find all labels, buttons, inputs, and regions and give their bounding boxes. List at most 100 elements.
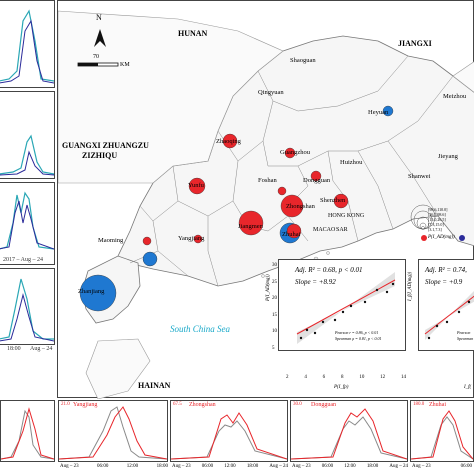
bottom-panel-0	[0, 400, 55, 462]
bottom-panel-1-plot	[58, 406, 168, 460]
city-guangzhou: Guangzhou	[280, 149, 310, 156]
xtick: 12:00	[126, 464, 139, 469]
bubble-foshan	[277, 186, 287, 196]
legend-tick-3: [15.0,26.5]	[428, 217, 446, 222]
bottom-panel-1-title: Yangjiang	[73, 402, 98, 408]
bubble-zhuhai-red	[286, 223, 302, 239]
bottom-panel-3-value: 30.0	[293, 402, 302, 407]
scale-value: 70	[93, 54, 99, 60]
bubble-guangzhou	[284, 147, 296, 159]
bubble-heyuan	[382, 105, 394, 117]
xtick: 14	[400, 375, 406, 380]
ytick: 20	[272, 296, 277, 302]
region-hainan: HAINAN	[138, 381, 171, 390]
bottom-panel-0-plot	[0, 407, 55, 460]
left-panel-4-plot	[0, 278, 55, 342]
left-panel-3-plot	[0, 191, 55, 250]
bottom-row: Yangjiang 21.0 Zhongshan 67.5 Dongguan 3…	[0, 400, 474, 474]
left-panel-1-plot	[0, 9, 55, 84]
regression-1-pearson: Pearson r = 0.86, p < 0.01	[335, 330, 379, 335]
regression-2-ylabel: I_f(I_AD(mg))	[408, 271, 413, 301]
sea-label: South China Sea	[170, 324, 230, 334]
bubbles	[79, 105, 394, 312]
city-jieyang: Jieyang	[438, 153, 458, 160]
ytick: 25	[272, 279, 277, 285]
left-panel-2	[0, 91, 55, 179]
xtick: 12:00	[224, 464, 236, 469]
city-shenzhen: Shenzhen	[320, 197, 346, 204]
macao-label: MACAO	[313, 227, 336, 233]
bottom-panel-3-title: Dongguan	[311, 402, 336, 408]
region-zizhiqu: ZIZHIQU	[82, 151, 118, 160]
regression-panel-2: Adj. R² = 0.74, Slope = +0.9 Pearson Spe…	[418, 259, 474, 351]
regression-1-yticks: 5 10 15 20 25 30	[272, 263, 277, 351]
bottom-panel-2-title: Zhongshan	[189, 402, 216, 408]
neighbour-east	[452, 61, 474, 93]
regression-2-stat1: Adj. R² = 0.74,	[425, 266, 467, 274]
xtick: 06:00	[201, 464, 214, 469]
bottom-ticks-2: Aug – 23 06:00 12:00 18:00 Aug – 24	[172, 464, 288, 469]
regression-plot-2	[424, 291, 474, 340]
scale-unit: KM	[120, 62, 130, 68]
city-zhuhai: Zhuhai	[282, 231, 301, 238]
bubble-shenzhen	[333, 193, 349, 209]
regression-1-ylabel: P(I_AD(mg))	[266, 274, 271, 301]
city-maoming: Maoming	[98, 237, 124, 244]
regression-2-pearson: Pearson	[457, 330, 471, 335]
bottom-panel-4: Zhuhai 180.0	[410, 400, 474, 462]
left-tick-aug24: Aug – 24	[30, 346, 53, 352]
left-panel-4	[0, 268, 55, 345]
bubble-maoming	[142, 236, 152, 246]
regression-2-xlabel: I_f(	[464, 385, 472, 390]
xtick: Aug – 23	[172, 464, 191, 469]
bottom-ticks-1: Aug – 23 06:00 12:00 18:00	[60, 464, 168, 469]
bottom-panel-4-plot	[410, 410, 474, 460]
regression-1-xticks: 2 4 6 8 10 12 14	[286, 375, 406, 380]
bottom-panel-4-value: 180.0	[413, 402, 425, 407]
bubble-dongguan	[310, 170, 322, 182]
bubble-zhanjiang	[79, 274, 117, 312]
city-zhaoqing: Zhaoqing	[216, 138, 241, 145]
left-panel-2-plot	[0, 134, 55, 176]
city-shaoguan: Shaoguan	[290, 57, 316, 64]
xtick: Aug – 23	[60, 464, 79, 469]
hainan-outline	[85, 338, 151, 399]
xtick: 4	[304, 375, 307, 380]
legend-tick-5: [3.1,7.3]	[428, 227, 442, 232]
regression-2-stat2: Slope = +0.9	[425, 278, 463, 286]
regression-1-stat1: Adj. R² = 0.68, p < 0.01	[295, 266, 363, 274]
xtick: Aug – 23	[292, 464, 311, 469]
xtick: Aug – 23	[412, 464, 431, 469]
bubble-jiangmen	[238, 210, 264, 236]
bottom-ticks-4: Aug – 23 06:00	[412, 464, 472, 469]
regression-plot-1	[296, 272, 396, 344]
regression-1-stat2: Slope = +8.92	[295, 278, 336, 286]
regression-1-spearman: Spearman ρ = 0.81, p < 0.01	[335, 336, 382, 341]
north-label: N	[96, 13, 102, 22]
xtick: 6	[322, 375, 326, 380]
city-shanwei: Shanwei	[408, 173, 431, 180]
city-yangjiang: Yangjiang	[178, 235, 205, 242]
xtick: 10	[359, 375, 365, 380]
bubble-zhongshan	[280, 194, 304, 218]
xtick: Aug – 24	[389, 464, 408, 469]
ytick: 15	[272, 312, 277, 318]
bubble-yunfu	[188, 177, 206, 195]
city-zhanjiang: Zhanjiang	[78, 288, 105, 295]
map-panel: N 70 KM HUNAN JIANGXI GUANGXI ZHUANGZU Z…	[57, 0, 474, 399]
xtick: 18:00	[156, 464, 168, 469]
bottom-panel-2-value: 67.5	[173, 402, 182, 407]
xtick: 18:00	[246, 464, 259, 469]
region-jiangxi: JIANGXI	[398, 39, 432, 48]
legend-label: P(I_AD(mg))	[428, 235, 455, 240]
ytick: 30	[272, 263, 277, 268]
left-tick-18: 18:00	[7, 346, 21, 352]
xtick: 18:00	[366, 464, 379, 469]
city-meizhou: Meizhou	[443, 93, 467, 100]
left-panel-3: 2017 – Aug – 24	[0, 182, 55, 265]
xtick: 12:00	[344, 464, 356, 469]
north-arrow-icon	[94, 29, 106, 47]
ytick: 5	[272, 345, 275, 351]
regression-2-spearman: Spearman	[457, 336, 474, 341]
xtick: Aug – 24	[269, 464, 288, 469]
